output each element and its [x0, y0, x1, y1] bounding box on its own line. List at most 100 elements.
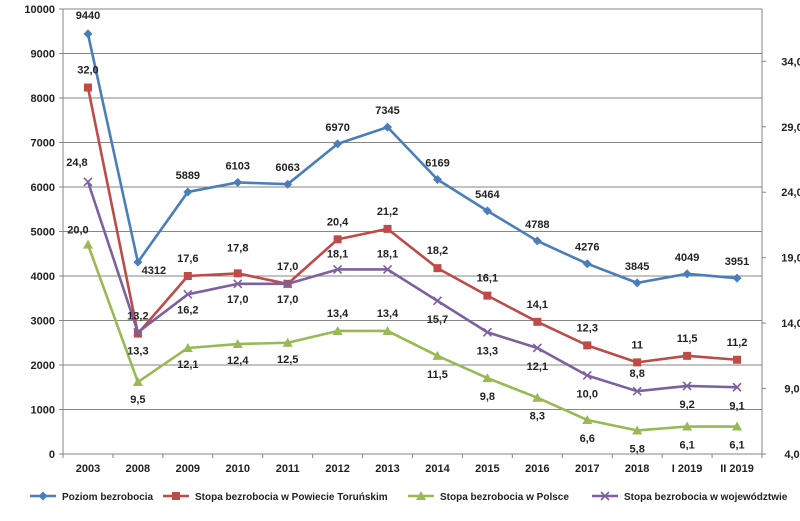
data-point-stroke [432, 296, 443, 306]
data-label: 4312 [142, 265, 166, 277]
data-label: 17,6 [177, 253, 198, 265]
x-axis-tick-label: 2003 [76, 463, 100, 475]
data-label: 20,4 [327, 216, 349, 228]
data-label: 6169 [425, 157, 449, 169]
x-axis-tick-label: 2008 [126, 463, 150, 475]
data-point [583, 341, 592, 350]
data-label: 15,7 [427, 314, 448, 326]
data-label: 9,1 [729, 400, 744, 412]
data-label: 4788 [525, 219, 549, 231]
series-lines [82, 29, 743, 435]
data-point [383, 224, 392, 233]
data-label: 9,2 [679, 399, 694, 411]
data-label: 3845 [625, 261, 649, 273]
data-point-stroke [732, 382, 742, 392]
data-label: 5889 [176, 170, 200, 182]
series-2 [83, 83, 742, 367]
data-point-stroke [600, 491, 610, 501]
data-point-stroke [682, 381, 692, 391]
data-label: 6063 [275, 162, 299, 174]
grid-lines [63, 8, 762, 455]
data-point [682, 269, 692, 279]
data-point [233, 177, 243, 187]
data-point [732, 382, 742, 392]
data-label: 12,5 [277, 354, 298, 366]
data-point [382, 325, 393, 335]
left-axis-tick-label: 4000 [31, 271, 55, 283]
data-label: 18,2 [427, 245, 448, 257]
data-point [632, 386, 642, 396]
data-label: 12,1 [177, 359, 198, 371]
data-point [482, 327, 492, 337]
left-axis-tick-label: 3000 [31, 316, 55, 328]
legend-item-3: Stopa bezrobocia w Polsce [408, 491, 569, 503]
data-point [332, 325, 343, 335]
data-point [732, 273, 742, 283]
data-point-stroke [83, 177, 93, 187]
data-point [582, 414, 593, 424]
data-label: 18,1 [377, 248, 398, 260]
left-axis-tick-label: 1000 [31, 405, 55, 417]
data-point [632, 425, 643, 435]
data-point [382, 264, 393, 275]
data-point [532, 343, 542, 353]
series-1 [83, 29, 742, 288]
data-label: 14,1 [527, 299, 548, 311]
data-label: 17,0 [277, 261, 298, 273]
data-point [133, 257, 143, 267]
data-point [283, 179, 293, 189]
legend-label: Stopa bezrobocia w Powiecie Toruńskim [195, 492, 388, 503]
data-point [682, 421, 693, 431]
data-label: 32,0 [77, 65, 98, 77]
data-point [82, 239, 93, 249]
left-axis-tick-label: 6000 [31, 182, 55, 194]
data-label: 4049 [675, 252, 699, 264]
left-axis-tick-label: 8000 [31, 93, 55, 105]
data-point [132, 377, 143, 387]
data-point-stroke [532, 343, 542, 353]
data-point-stroke [482, 327, 492, 337]
data-label: 6,1 [729, 440, 744, 452]
x-axis-tick-label: 2013 [375, 463, 399, 475]
data-point [133, 329, 142, 338]
data-point [133, 327, 143, 337]
data-point [482, 206, 492, 216]
data-point [282, 337, 293, 347]
data-point [632, 278, 642, 288]
data-point [233, 279, 243, 289]
data-point [433, 264, 442, 273]
x-axis-tick-label: 2017 [575, 463, 599, 475]
data-label: 3951 [725, 256, 749, 268]
data-point [600, 491, 610, 501]
data-label: 5,8 [630, 443, 645, 455]
data-label: 11,5 [427, 369, 448, 381]
x-axis-tick-label: 2015 [475, 463, 499, 475]
left-axis-tick-label: 9000 [31, 49, 55, 61]
data-point [83, 29, 93, 39]
data-point [532, 392, 543, 402]
right-axis-tick-labels: 4,0 9,0 14,0 19,0 24,0 29,0 34,0 [781, 56, 800, 461]
right-axis-tick-label: 4,0 [784, 449, 799, 461]
data-label: 17,8 [227, 242, 248, 254]
data-point [233, 269, 242, 278]
data-point-stroke [183, 289, 193, 299]
data-label: 6970 [325, 122, 349, 134]
data-point [682, 381, 692, 391]
data-point-stroke [333, 264, 343, 275]
data-point [172, 492, 180, 500]
data-point [582, 259, 592, 269]
data-label: 8,3 [530, 411, 545, 423]
data-label: 24,8 [66, 157, 87, 169]
data-label: 8,8 [630, 368, 645, 380]
data-label: 12,1 [527, 361, 548, 373]
data-label: 4276 [575, 242, 599, 254]
data-point [532, 236, 542, 246]
left-axis-tick-label: 5000 [31, 227, 55, 239]
x-axis-tick-label: 2010 [226, 463, 250, 475]
x-axis-tick-label: 2018 [625, 463, 649, 475]
right-axis-tick-label: 24,0 [781, 187, 800, 199]
data-label: 10,0 [577, 388, 598, 400]
data-label: 13,4 [377, 308, 399, 320]
left-axis-tick-label: 0 [49, 449, 55, 461]
data-label: 6,6 [580, 433, 595, 445]
